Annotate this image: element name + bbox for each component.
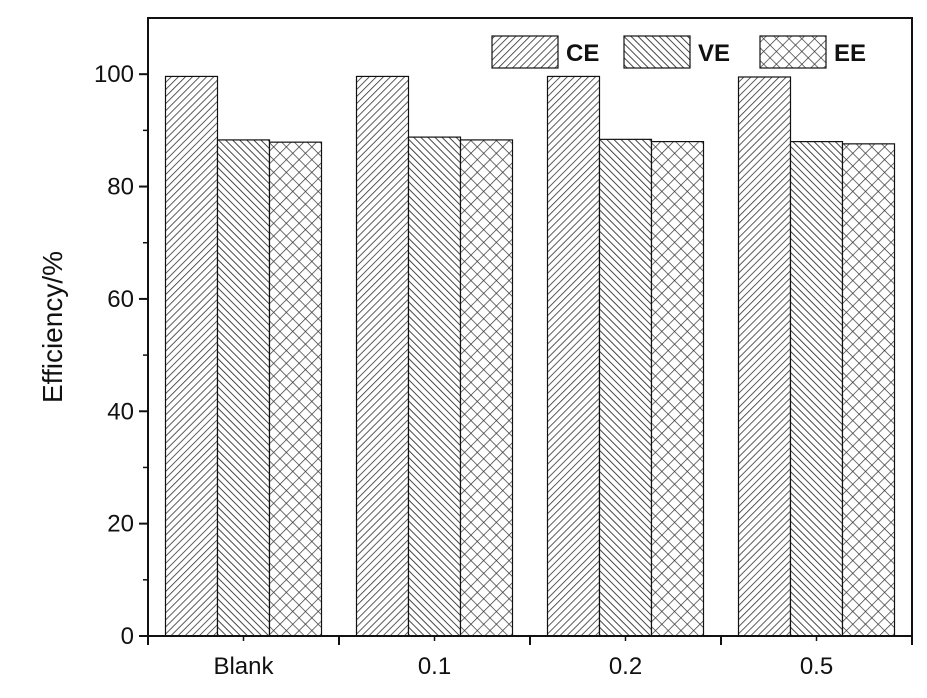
bar-ce-1 [355, 75, 410, 637]
bar-ee-0 [268, 141, 323, 637]
legend-swatch-ee [759, 35, 827, 69]
legend: CE VE EE [491, 35, 866, 69]
y-tick-label: 60 [107, 286, 134, 313]
y-tick-label: 40 [107, 398, 134, 425]
y-tick-label: 80 [107, 174, 134, 201]
bar-ce-0 [164, 75, 219, 637]
bar-ee-2 [650, 141, 705, 637]
bar-ve-2 [598, 138, 653, 637]
legend-label-ee: EE [834, 40, 866, 67]
bar-ve-1 [407, 136, 462, 637]
bar-ee-3 [841, 143, 896, 637]
legend-swatch-ve [623, 35, 691, 69]
x-tick-label: 0.5 [800, 653, 833, 680]
bar-ce-3 [737, 76, 792, 637]
bar-ce-2 [546, 75, 601, 637]
y-axis-title: Efficiency/% [37, 251, 68, 403]
y-tick-label: 0 [121, 623, 134, 650]
bar-ve-3 [789, 141, 844, 637]
legend-label-ve: VE [698, 40, 730, 67]
x-tick-label: 0.1 [418, 653, 451, 680]
x-tick-label: Blank [213, 653, 274, 680]
bar-ve-0 [216, 139, 271, 637]
y-tick-label: 100 [94, 61, 134, 88]
plot-area [164, 75, 896, 637]
bar-ee-1 [459, 139, 514, 637]
legend-swatch-ce [491, 35, 559, 69]
x-tick-label: 0.2 [609, 653, 642, 680]
y-tick-label: 20 [107, 511, 134, 538]
legend-label-ce: CE [566, 40, 599, 67]
axes: 0 20 40 60 80 100 Blank 0.1 0.2 0.5 [94, 17, 913, 680]
